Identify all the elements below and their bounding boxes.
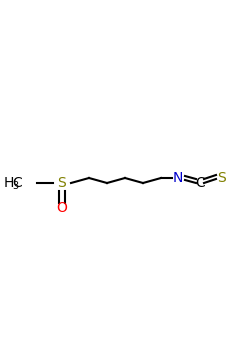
Text: O: O — [56, 201, 68, 215]
Text: S: S — [58, 176, 66, 190]
Text: N: N — [173, 171, 183, 185]
Text: H: H — [4, 176, 14, 190]
Text: C: C — [195, 176, 205, 190]
Text: S: S — [218, 171, 226, 185]
Text: 3: 3 — [12, 181, 18, 191]
Text: C: C — [12, 176, 22, 190]
